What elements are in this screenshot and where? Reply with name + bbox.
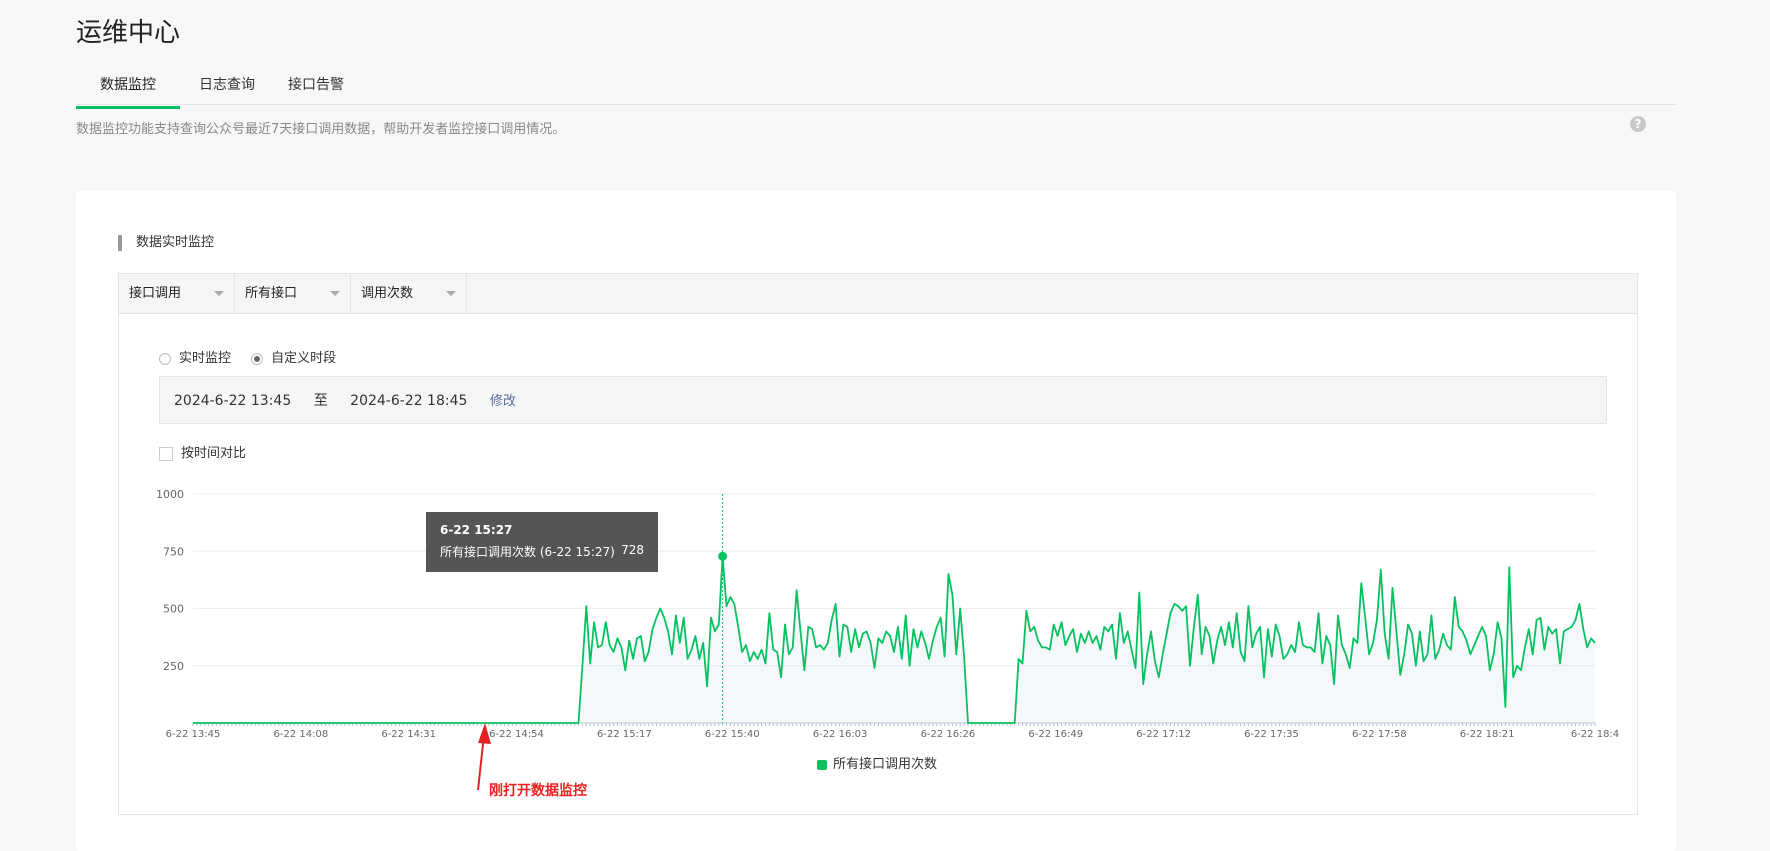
x-tick-label: 6-22 18:21 — [1460, 729, 1515, 740]
legend-swatch — [817, 759, 827, 770]
radio-custom-period[interactable]: 自定义时段 — [251, 347, 336, 366]
filter-bar: 接口调用 所有接口 调用次数 — [119, 274, 1637, 314]
x-tick-label: 6-22 14:31 — [381, 729, 436, 740]
chart-tooltip: 6-22 15:27 所有接口调用次数 (6-22 15:27) 728 — [426, 512, 658, 572]
x-tick-label: 6-22 16:49 — [1028, 729, 1083, 740]
x-tick-label: 6-22 14:08 — [273, 729, 328, 740]
x-tick-label: 6-22 17:12 — [1136, 729, 1191, 740]
tab-log-query[interactable]: 日志查询 — [199, 77, 255, 93]
mode-radio-group: 实时监控 自定义时段 — [159, 347, 352, 366]
y-tick-label: 250 — [163, 660, 184, 673]
x-tick-label: 6-22 16:03 — [813, 729, 868, 740]
x-tick-label: 6-22 18:4 — [1571, 729, 1619, 740]
x-tick-label: 6-22 17:58 — [1352, 729, 1407, 740]
question-mark-icon[interactable]: ? — [1630, 116, 1646, 132]
tab-data-monitoring[interactable]: 数据监控 — [76, 72, 180, 109]
range-end: 2024-6-22 18:45 — [350, 393, 468, 409]
y-tick-label: 1000 — [156, 488, 184, 501]
series-line — [193, 555, 1596, 724]
page-title: 运维中心 — [76, 18, 181, 48]
monitor-card: 数据实时监控 接口调用 所有接口 调用次数 实时监控 自定义时段 — [76, 191, 1676, 851]
chevron-down-icon — [446, 291, 456, 296]
x-tick-label: 6-22 17:35 — [1244, 729, 1299, 740]
annotation-label: 刚打开数据监控 — [489, 783, 587, 799]
series-area — [193, 556, 1595, 723]
radio-circle-icon — [159, 352, 171, 365]
section-title: 数据实时监控 — [118, 235, 214, 251]
highlight-point — [718, 551, 728, 561]
checkbox-icon[interactable] — [159, 446, 173, 461]
range-start: 2024-6-22 13:45 — [174, 393, 292, 409]
x-tick-label: 6-22 15:17 — [597, 729, 652, 740]
page-description: 数据监控功能支持查询公众号最近7天接口调用数据，帮助开发者监控接口调用情况。 — [76, 122, 566, 137]
chevron-down-icon — [330, 291, 340, 296]
x-tick-label: 6-22 14:54 — [489, 729, 544, 740]
filter-dropdown-interface[interactable]: 所有接口 — [235, 274, 351, 313]
tab-bar: 数据监控 日志查询 接口告警 — [76, 68, 1676, 109]
x-tick-label: 6-22 15:40 — [705, 729, 760, 740]
monitor-panel: 接口调用 所有接口 调用次数 实时监控 自定义时段 2024-6-22 13:4… — [118, 273, 1638, 815]
x-tick-label: 6-22 13:45 — [166, 729, 221, 740]
edit-range-link[interactable]: 修改 — [489, 394, 516, 409]
chevron-down-icon — [214, 291, 224, 296]
chart-legend[interactable]: 所有接口调用次数 — [817, 753, 937, 772]
x-tick-label: 6-22 16:26 — [921, 729, 976, 740]
y-tick-label: 750 — [163, 545, 184, 558]
line-chart: 250 500 750 1000 6-22 13:45 6-22 14:08 6-22 14… — [156, 488, 1619, 791]
compare-checkbox-row[interactable]: 按时间对比 — [159, 442, 246, 461]
annotation-arrow-head — [478, 723, 491, 744]
y-tick-label: 500 — [163, 603, 184, 616]
range-separator: 至 — [313, 393, 328, 409]
filter-dropdown-type[interactable]: 接口调用 — [119, 274, 235, 313]
radio-realtime[interactable]: 实时监控 — [159, 347, 231, 366]
time-range-box: 2024-6-22 13:45 至 2024-6-22 18:45 修改 — [159, 376, 1607, 424]
annotation-arrow-shaft — [477, 734, 485, 791]
filter-dropdown-metric[interactable]: 调用次数 — [351, 274, 467, 313]
tab-interface-alarm[interactable]: 接口告警 — [288, 77, 344, 93]
radio-checked-icon — [251, 352, 264, 365]
